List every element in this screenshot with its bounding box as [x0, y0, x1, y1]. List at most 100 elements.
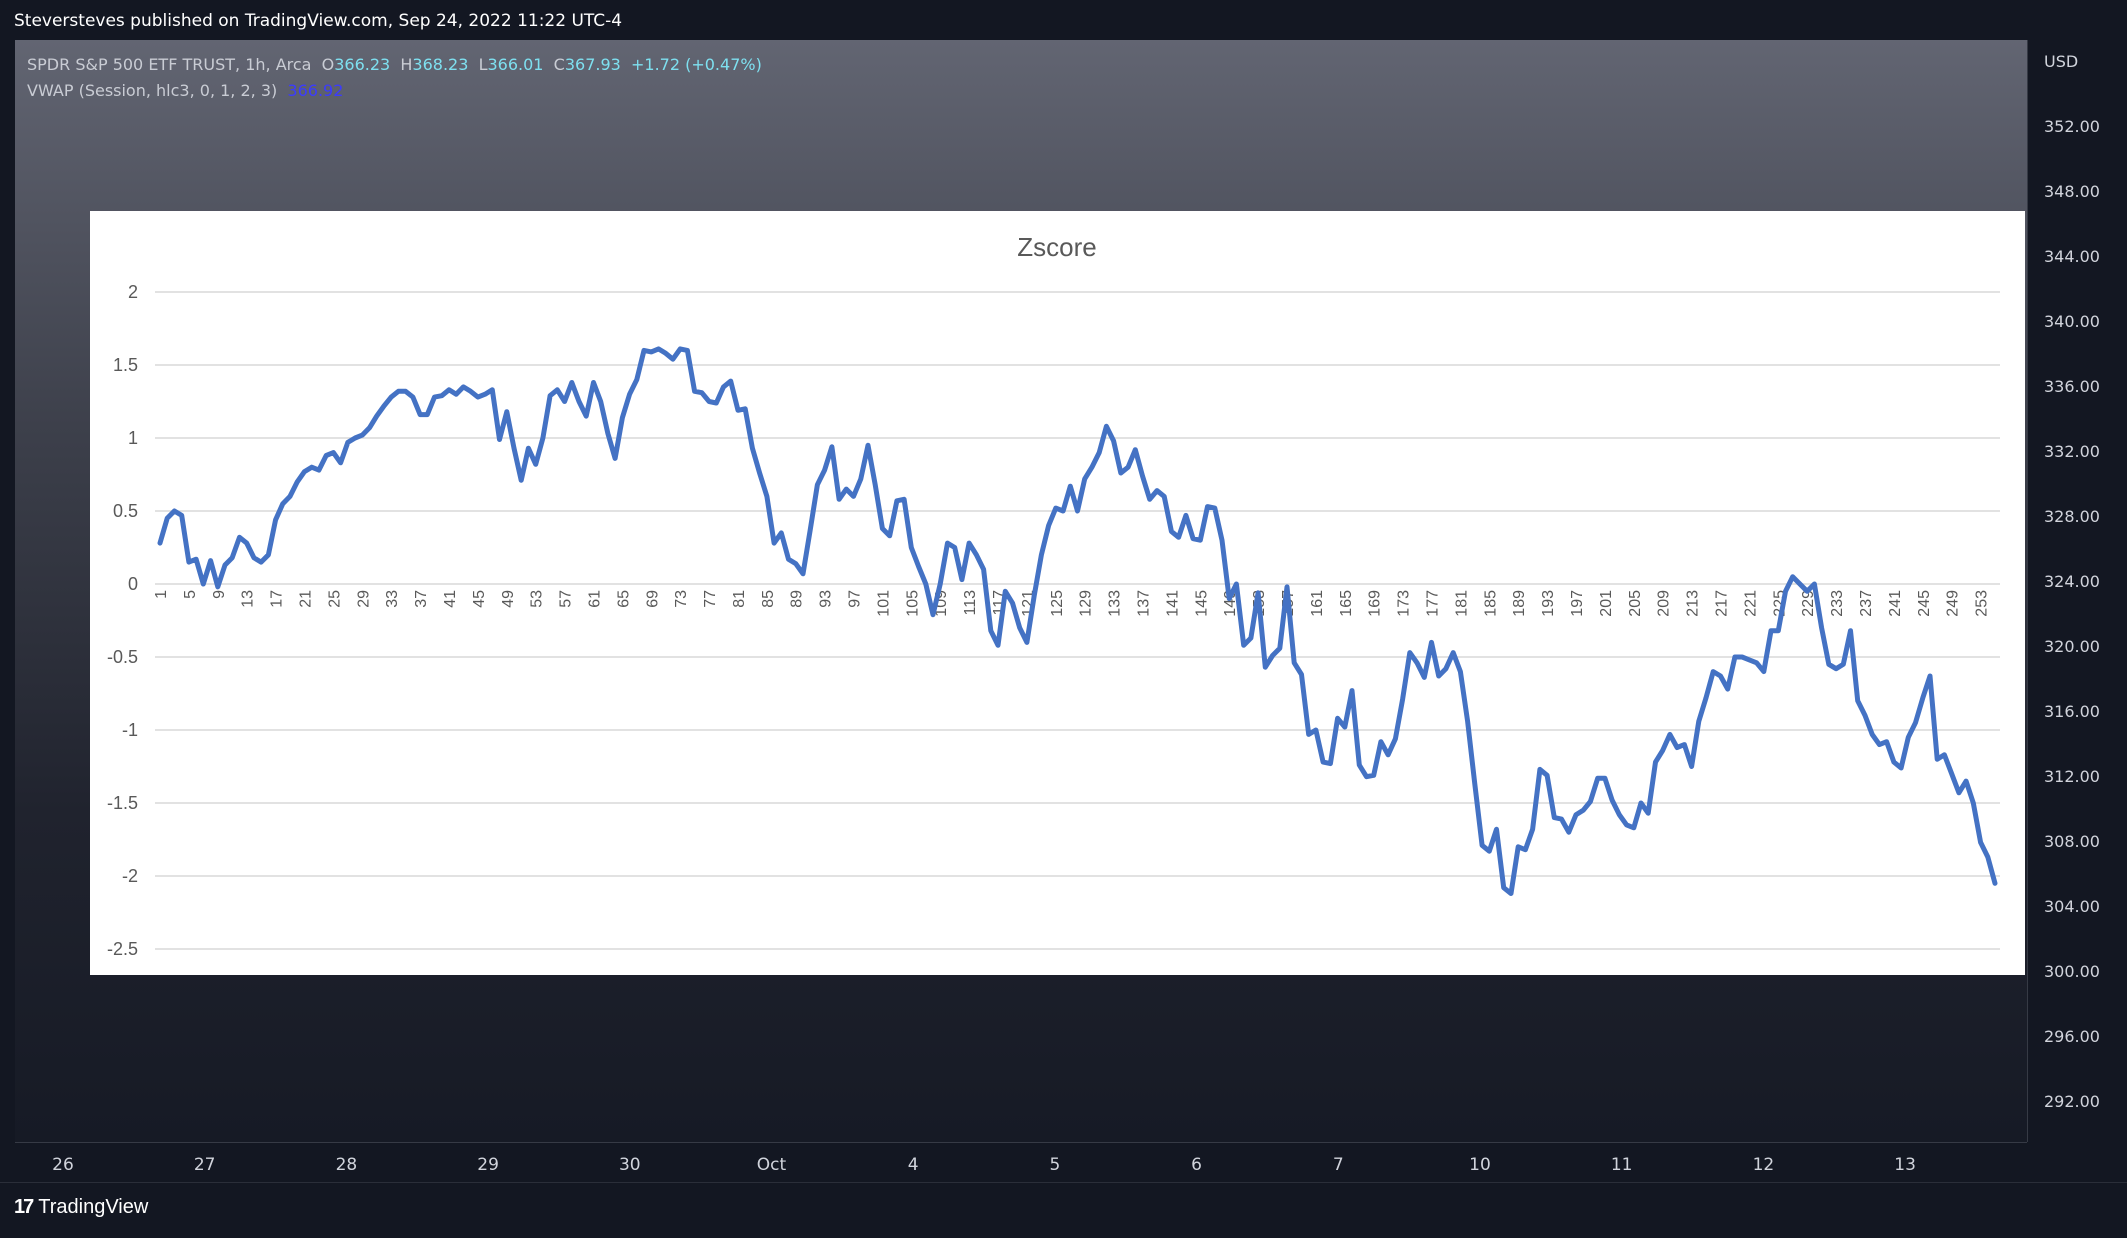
time-tick: 28	[335, 1155, 358, 1175]
x-tick-label: 1	[153, 590, 170, 599]
tradingview-brand[interactable]: 17 TradingView	[14, 1196, 148, 1219]
x-tick-label: 249	[1945, 590, 1962, 617]
price-tick: 352.00	[2044, 117, 2100, 136]
x-tick-label: 57	[558, 590, 575, 608]
x-tick-label: 237	[1858, 590, 1875, 617]
x-tick-label: 97	[847, 590, 864, 608]
x-tick-label: 9	[211, 590, 228, 599]
price-tick: 324.00	[2044, 572, 2100, 591]
legend: SPDR S&P 500 ETF TRUST, 1h, Arca O366.23…	[27, 52, 762, 104]
brand-name: TradingView	[38, 1196, 149, 1218]
close-label: C	[553, 55, 565, 74]
time-tick: 29	[477, 1155, 499, 1175]
time-tick: 11	[1610, 1155, 1633, 1175]
x-tick-label: 13	[240, 590, 257, 608]
y-tick-label: 0.5	[113, 501, 138, 521]
change-value: +1.72 (+0.47%)	[630, 55, 762, 74]
price-tick: 308.00	[2044, 832, 2100, 851]
y-tick-label: 2	[128, 282, 138, 302]
x-tick-label: 21	[297, 590, 314, 608]
x-tick-label: 181	[1453, 590, 1470, 617]
x-tick-label: 45	[471, 590, 488, 608]
x-tick-label: 229	[1800, 590, 1817, 617]
x-tick-label: 217	[1713, 590, 1730, 617]
price-tick: 292.00	[2044, 1092, 2100, 1111]
x-tick-label: 213	[1685, 590, 1702, 617]
x-tick-label: 177	[1424, 590, 1441, 617]
x-tick-label: 49	[500, 590, 517, 608]
x-tick-label: 145	[1193, 590, 1210, 617]
x-tick-label: 5	[182, 590, 199, 599]
y-tick-label: -2.5	[107, 939, 138, 959]
x-tick-label: 25	[326, 590, 343, 608]
price-tick: 296.00	[2044, 1027, 2100, 1046]
time-tick: Oct	[756, 1155, 787, 1175]
y-tick-label: -2	[122, 866, 138, 886]
x-tick-label: 125	[1049, 590, 1066, 617]
price-tick: 340.00	[2044, 312, 2100, 331]
price-tick: 304.00	[2044, 897, 2100, 916]
price-axis[interactable]: USD 352.00 348.00 344.00 340.00 336.00 332.00…	[2027, 40, 2127, 1142]
time-tick: 5	[1049, 1155, 1061, 1175]
x-tick-label: 221	[1742, 590, 1759, 617]
x-tick-label: 253	[1974, 590, 1991, 617]
zscore-line	[157, 346, 1998, 896]
close-value: 367.93	[564, 55, 621, 74]
chart-title: Zscore	[1017, 232, 1096, 262]
x-tick-label: 41	[442, 590, 459, 608]
y-tick-label: -1	[122, 720, 138, 740]
time-tick: 26	[52, 1155, 74, 1175]
price-tick: 348.00	[2044, 182, 2100, 201]
x-tick-label: 241	[1887, 590, 1904, 617]
x-tick-label: 17	[269, 590, 286, 608]
x-tick-label: 29	[355, 590, 372, 608]
x-tick-label: 85	[760, 590, 777, 608]
high-value: 368.23	[412, 55, 469, 74]
low-label: L	[478, 55, 488, 74]
price-tick: 336.00	[2044, 377, 2100, 396]
y-tick-label: -0.5	[107, 647, 138, 667]
price-tick: 312.00	[2044, 767, 2100, 786]
x-tick-label: 113	[962, 590, 979, 616]
zscore-svg: Zscore 2 1.5 1 0.5 0 -0.5 -1 -1.5 -2 -2.5 1 5 9 13 17 21…	[107, 232, 2000, 959]
price-tick: 300.00	[2044, 962, 2100, 981]
time-tick: 7	[1332, 1155, 1344, 1175]
open-value: 366.23	[334, 55, 391, 74]
price-tick: 320.00	[2044, 637, 2100, 656]
x-tick-label: 245	[1916, 590, 1933, 617]
time-tick: 12	[1752, 1155, 1775, 1175]
time-axis[interactable]: 26 27 28 29 30 Oct 4 5 6 7 10 11 12 13	[15, 1142, 2027, 1183]
x-tick-label: 209	[1656, 590, 1673, 617]
x-tick-label: 133	[1107, 590, 1124, 617]
time-tick: 13	[1894, 1155, 1916, 1175]
ohlc-row: SPDR S&P 500 ETF TRUST, 1h, Arca O366.23…	[27, 52, 762, 78]
footer	[0, 1182, 2127, 1238]
price-tick: 344.00	[2044, 247, 2100, 266]
vwap-label[interactable]: VWAP (Session, hlc3, 0, 1, 2, 3)	[27, 81, 278, 100]
currency-label[interactable]: USD	[2044, 52, 2079, 71]
x-tick-label: 197	[1569, 590, 1586, 617]
x-tick-label: 137	[1136, 590, 1153, 617]
x-tick-label: 33	[384, 590, 401, 608]
time-tick: 10	[1469, 1155, 1491, 1175]
vwap-row: VWAP (Session, hlc3, 0, 1, 2, 3) 366.92	[27, 78, 762, 104]
x-tick-label: 73	[673, 590, 690, 608]
x-tick-label: 169	[1367, 590, 1384, 617]
x-tick-label: 189	[1511, 590, 1528, 617]
x-tick-label: 93	[818, 590, 835, 608]
x-tick-label: 105	[904, 590, 921, 617]
time-tick: 6	[1191, 1155, 1203, 1175]
price-tick: 328.00	[2044, 507, 2100, 526]
x-tick-label: 53	[529, 590, 546, 608]
x-tick-label: 65	[615, 590, 632, 608]
publish-info: Steversteves published on TradingView.co…	[14, 11, 623, 31]
high-label: H	[400, 55, 413, 74]
time-tick: 27	[193, 1155, 216, 1175]
price-tick: 316.00	[2044, 702, 2100, 721]
price-tick: 332.00	[2044, 442, 2100, 461]
time-tick: 30	[618, 1155, 641, 1175]
x-tick-label: 61	[586, 590, 603, 608]
x-tick-label: 129	[1078, 590, 1095, 617]
symbol-label[interactable]: SPDR S&P 500 ETF TRUST, 1h, Arca	[27, 55, 312, 74]
x-tick-label: 81	[731, 590, 748, 608]
